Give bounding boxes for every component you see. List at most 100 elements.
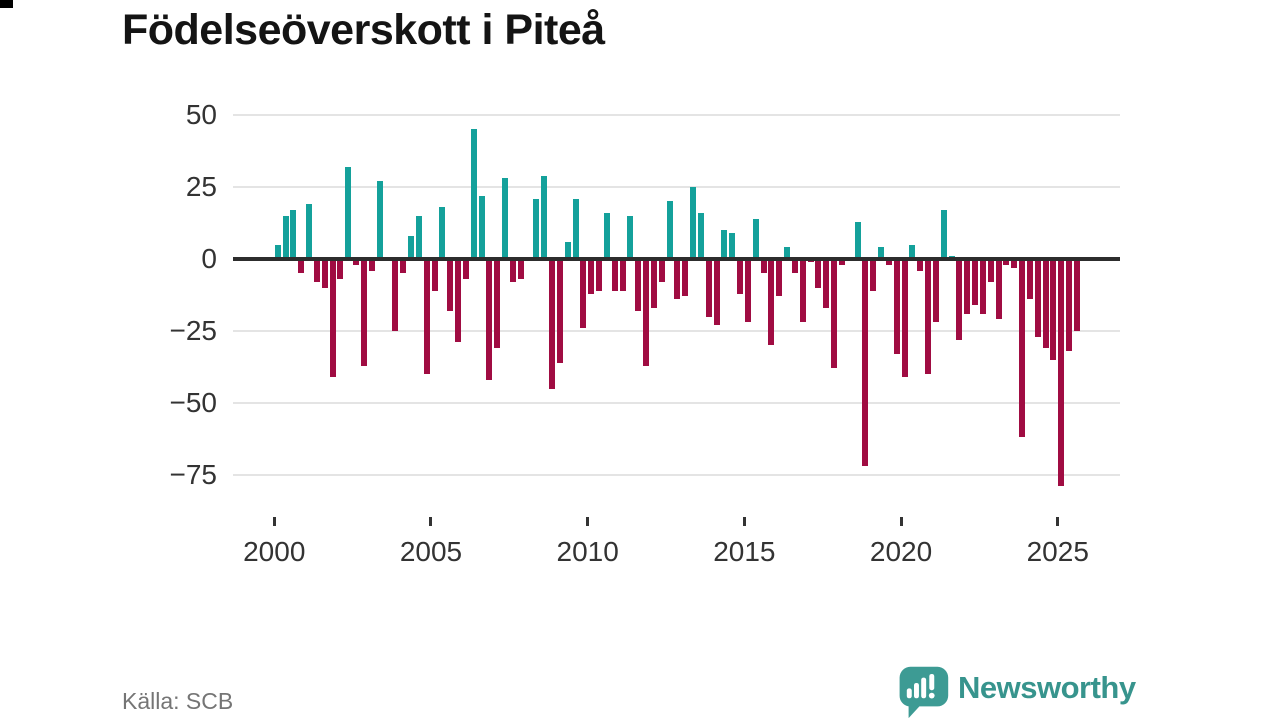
logo-exclamation-dot [928, 692, 935, 699]
y-tick-label: 25 [185, 171, 217, 203]
bar-negative [760, 259, 767, 274]
y-tick-label: 0 [201, 243, 217, 274]
y-tick-label: −25 [169, 314, 218, 346]
newsworthy-logo-icon [896, 665, 950, 719]
gridline [233, 114, 1120, 117]
bar-positive [666, 201, 673, 259]
bar-positive [306, 204, 313, 259]
bar-negative [932, 259, 939, 323]
bar-positive [502, 178, 508, 259]
bar-negative [1073, 259, 1080, 331]
bar-positive [290, 210, 297, 259]
x-tick-mark [429, 517, 433, 526]
x-tick-mark [586, 517, 590, 526]
bar-negative [1058, 259, 1065, 487]
x-tick-mark [742, 517, 746, 526]
bar-negative [643, 259, 650, 366]
bar-negative [321, 259, 328, 288]
bar-negative [768, 259, 775, 346]
y-tick-label: 50 [185, 99, 217, 131]
bar-negative [838, 259, 845, 265]
bar-negative [509, 259, 516, 283]
x-tick-label: 2010 [556, 536, 619, 567]
bar-positive [274, 244, 281, 259]
corner-artifact [0, 0, 13, 8]
bar-positive [909, 244, 916, 259]
bar-negative [462, 259, 469, 280]
bar-negative [650, 259, 657, 308]
logo-bar-3 [921, 677, 927, 699]
bar-negative [995, 259, 1002, 320]
bar-positive [415, 215, 422, 259]
bar-negative [870, 259, 877, 291]
bar-positive [439, 207, 446, 259]
bar-negative [494, 259, 501, 349]
bar-negative [901, 259, 908, 378]
chart-title: Födelseöverskott i Piteå [122, 6, 605, 54]
bar-negative [917, 259, 924, 271]
bar-negative [799, 259, 806, 323]
bar-positive [690, 187, 697, 259]
bar-negative [517, 259, 524, 280]
bar-positive [697, 212, 704, 259]
bar-positive [478, 195, 485, 259]
bar-positive [282, 215, 289, 259]
bar-negative [705, 259, 712, 317]
bar-negative [682, 259, 689, 297]
bar-positive [407, 235, 414, 259]
bar-negative [455, 259, 461, 343]
gridline [233, 329, 1120, 332]
logo-bar-1 [906, 688, 912, 699]
bar-negative [313, 259, 320, 283]
bar-negative [885, 259, 892, 265]
bar-positive [572, 198, 579, 259]
bar-negative [776, 259, 783, 297]
bar-negative [815, 259, 822, 288]
x-tick-label: 2020 [869, 536, 933, 567]
bar-negative [360, 259, 367, 366]
bar-negative [972, 259, 979, 306]
bar-negative [1042, 259, 1049, 349]
bar-negative [831, 259, 838, 369]
bar-negative [987, 259, 994, 283]
bar-positive [940, 210, 947, 259]
x-tick-mark [1056, 517, 1060, 526]
logo-exclamation-stem [929, 674, 935, 691]
bar-negative [423, 259, 430, 375]
bar-negative [431, 259, 438, 291]
bar-negative [619, 259, 626, 291]
x-tick-label: 2000 [243, 536, 306, 567]
bar-negative [298, 259, 305, 274]
bar-negative [1034, 259, 1041, 337]
bar-negative [1011, 259, 1018, 268]
bar-positive [627, 215, 634, 259]
bar-negative [744, 259, 751, 323]
x-tick-mark [899, 517, 903, 526]
bar-negative [596, 259, 603, 291]
bar-negative [925, 259, 932, 375]
bar-negative [964, 259, 971, 314]
x-tick-label: 2005 [399, 536, 463, 567]
bar-negative [337, 259, 344, 280]
bar-positive [752, 218, 759, 259]
bar-negative [791, 259, 798, 274]
y-tick-label: −50 [169, 386, 218, 418]
bar-negative [713, 259, 720, 326]
y-tick-label: −75 [169, 458, 218, 490]
bar-negative [353, 259, 360, 265]
logo-bar-2 [914, 683, 919, 699]
bar-negative [893, 259, 900, 354]
bar-positive [854, 221, 861, 259]
bar-negative [329, 259, 336, 378]
bar-negative [1019, 259, 1026, 438]
gridline [233, 401, 1120, 404]
bar-negative [1066, 259, 1073, 352]
bar-negative [549, 259, 556, 389]
bar-negative [1050, 259, 1057, 360]
bar-negative [979, 259, 986, 314]
x-tick-label: 2015 [713, 536, 776, 567]
newsworthy-logo-text: Newsworthy [958, 670, 1136, 705]
bar-positive [564, 241, 571, 259]
bar-negative [447, 259, 454, 311]
